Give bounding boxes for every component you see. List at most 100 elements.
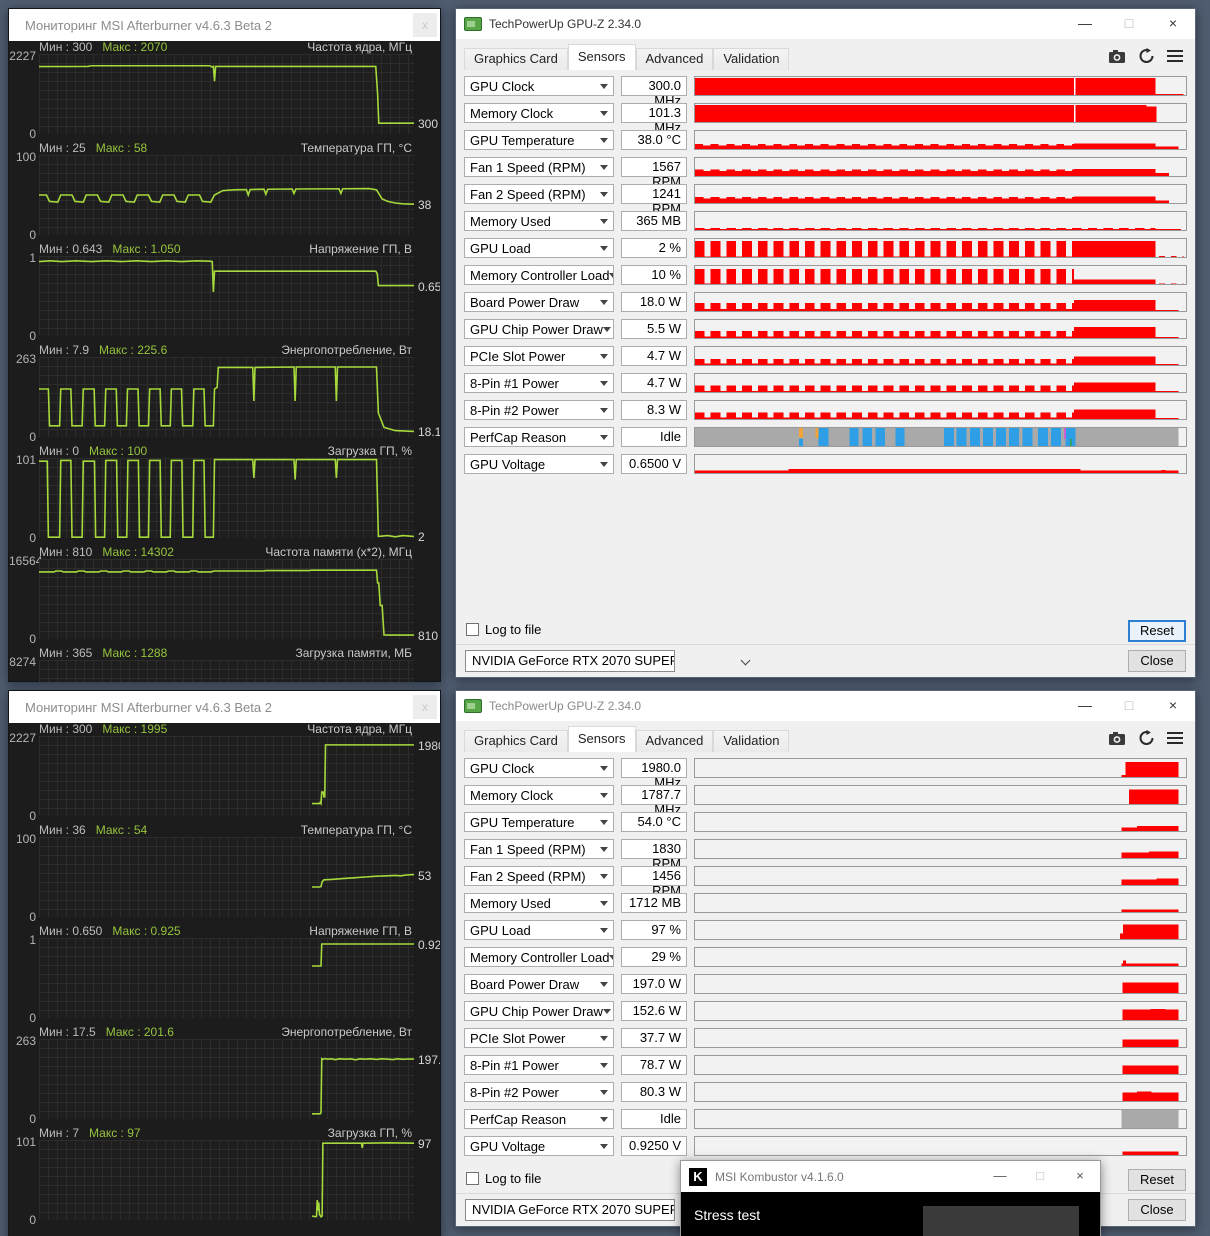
sensor-name-dropdown[interactable]: Memory Clock (464, 103, 614, 123)
reset-button[interactable]: Reset (1128, 620, 1186, 642)
minimize-button[interactable]: — (993, 1168, 1007, 1183)
tab-advanced[interactable]: Advanced (635, 730, 714, 752)
dropdown-arrow-icon (600, 353, 608, 359)
close-window-button[interactable]: Close (1128, 650, 1186, 672)
graph-plot (39, 256, 414, 336)
sensor-value: 1980.0 MHz (621, 758, 687, 790)
graph-min-label: Мин : 0.643 (39, 242, 103, 256)
tab-validation[interactable]: Validation (713, 48, 790, 70)
sensor-value: 1787.7 MHz (621, 785, 687, 817)
device-selector[interactable]: NVIDIA GeForce RTX 2070 SUPER (465, 650, 675, 672)
graph-max-label: Макс : 2070 (102, 41, 168, 54)
sensor-name-dropdown[interactable]: Board Power Draw (464, 292, 614, 312)
dropdown-arrow-icon (600, 927, 608, 933)
maximize-button[interactable]: □ (1124, 697, 1134, 713)
menu-icon[interactable] (1167, 731, 1183, 745)
sensor-name-dropdown[interactable]: PerfCap Reason (464, 427, 614, 447)
sensor-name-dropdown[interactable]: GPU Load (464, 920, 614, 940)
sensor-graph (694, 839, 1187, 859)
sensor-name-dropdown[interactable]: Fan 1 Speed (RPM) (464, 839, 614, 859)
sensor-name-dropdown[interactable]: 8-Pin #1 Power (464, 373, 614, 393)
sensor-name-dropdown[interactable]: GPU Temperature (464, 812, 614, 832)
graph-title: Температура ГП, °C (300, 141, 412, 155)
close-button[interactable]: x (413, 13, 437, 37)
sensor-row: Board Power Draw 197.0 W (464, 974, 1187, 994)
sensor-name-dropdown[interactable]: 8-Pin #2 Power (464, 400, 614, 420)
close-button[interactable]: × (1168, 15, 1178, 31)
sensor-row: GPU Chip Power Draw 152.6 W (464, 1001, 1187, 1021)
graph-min-label: Мин : 7.9 (39, 343, 90, 357)
sensor-name-dropdown[interactable]: PerfCap Reason (464, 1109, 614, 1129)
refresh-icon[interactable] (1138, 48, 1155, 64)
kombustor-titlebar[interactable]: K MSI Kombustor v4.1.6.0 — □ × (681, 1161, 1100, 1192)
tab-validation[interactable]: Validation (713, 730, 790, 752)
close-button[interactable]: × (1168, 697, 1178, 713)
minimize-button[interactable]: — (1078, 15, 1092, 31)
camera-icon[interactable] (1108, 48, 1126, 64)
titlebar[interactable]: Мониторинг MSI Afterburner v4.6.3 Beta 2… (9, 691, 440, 723)
maximize-button[interactable]: □ (1124, 15, 1134, 31)
dropdown-arrow-icon (600, 380, 608, 386)
sensor-row: Fan 2 Speed (RPM) 1241 RPM (464, 184, 1187, 216)
sensor-name-dropdown[interactable]: PCIe Slot Power (464, 1028, 614, 1048)
graph-title: Напряжение ГП, В (309, 242, 412, 256)
sensor-name-dropdown[interactable]: GPU Clock (464, 758, 614, 778)
close-button[interactable]: x (413, 695, 437, 719)
sensor-name-label: Board Power Draw (470, 976, 580, 992)
minimize-button[interactable]: — (1078, 697, 1092, 713)
sensor-name-dropdown[interactable]: PCIe Slot Power (464, 346, 614, 366)
sensor-value: 29 % (621, 947, 687, 967)
axis-zero-label: 0 (29, 127, 36, 141)
gpuz-titlebar[interactable]: TechPowerUp GPU-Z 2.34.0 — □ × (456, 691, 1195, 721)
sensor-name-dropdown[interactable]: Board Power Draw (464, 974, 614, 994)
graph-plot (39, 938, 414, 1018)
titlebar[interactable]: Мониторинг MSI Afterburner v4.6.3 Beta 2… (9, 9, 440, 41)
sensor-name-dropdown[interactable]: GPU Chip Power Draw (464, 319, 614, 339)
sensor-name-dropdown[interactable]: Memory Controller Load (464, 947, 614, 967)
sensor-name-dropdown[interactable]: Memory Used (464, 893, 614, 913)
sensor-name-dropdown[interactable]: GPU Load (464, 238, 614, 258)
sensor-name-dropdown[interactable]: GPU Voltage (464, 1136, 614, 1156)
sensor-name-dropdown[interactable]: GPU Clock (464, 76, 614, 96)
sensor-graph (694, 1082, 1187, 1102)
sensor-name-dropdown[interactable]: Fan 1 Speed (RPM) (464, 157, 614, 177)
tab-graphics-card[interactable]: Graphics Card (464, 730, 568, 752)
sensor-name-dropdown[interactable]: Memory Controller Load (464, 265, 614, 285)
dropdown-arrow-icon (600, 846, 608, 852)
sensor-name-dropdown[interactable]: Memory Clock (464, 785, 614, 805)
sensor-value: 1567 RPM (621, 157, 687, 189)
tab-sensors[interactable]: Sensors (567, 726, 636, 752)
device-selector[interactable]: NVIDIA GeForce RTX 2070 SUPER (465, 1199, 675, 1221)
dropdown-arrow-icon (600, 110, 608, 116)
maximize-button[interactable]: □ (1036, 1168, 1044, 1183)
sensor-name-label: GPU Load (470, 240, 531, 256)
sensor-name-dropdown[interactable]: GPU Voltage (464, 454, 614, 474)
reset-button[interactable]: Reset (1128, 1169, 1186, 1191)
menu-icon[interactable] (1167, 49, 1183, 63)
refresh-icon[interactable] (1138, 730, 1155, 746)
sensor-name-dropdown[interactable]: Memory Used (464, 211, 614, 231)
graph-max-label: Макс : 97 (89, 1126, 141, 1140)
camera-icon[interactable] (1108, 730, 1126, 746)
tab-advanced[interactable]: Advanced (635, 48, 714, 70)
sensor-name-dropdown[interactable]: 8-Pin #2 Power (464, 1082, 614, 1102)
sensor-value: 10 % (621, 265, 687, 285)
tab-graphics-card[interactable]: Graphics Card (464, 48, 568, 70)
axis-max-label: 8274 (9, 655, 36, 669)
close-button[interactable]: × (1076, 1168, 1084, 1183)
sensor-name-dropdown[interactable]: GPU Chip Power Draw (464, 1001, 614, 1021)
log-to-file-checkbox[interactable] (466, 623, 479, 636)
sensor-name-dropdown[interactable]: Fan 2 Speed (RPM) (464, 866, 614, 886)
sensor-graph (694, 184, 1187, 204)
sensor-value: 197.0 W (621, 974, 687, 994)
gpuz-titlebar[interactable]: TechPowerUp GPU-Z 2.34.0 — □ × (456, 9, 1195, 39)
graph-current-value: 38 (418, 198, 432, 213)
sensor-name-dropdown[interactable]: Fan 2 Speed (RPM) (464, 184, 614, 204)
sensor-name-label: Board Power Draw (470, 294, 580, 310)
tab-sensors[interactable]: Sensors (567, 44, 636, 70)
sensor-name-dropdown[interactable]: 8-Pin #1 Power (464, 1055, 614, 1075)
close-window-button[interactable]: Close (1128, 1199, 1186, 1221)
sensor-name-dropdown[interactable]: GPU Temperature (464, 130, 614, 150)
log-to-file-checkbox[interactable] (466, 1172, 479, 1185)
graph-title: Энергопотребление, Вт (281, 343, 412, 357)
